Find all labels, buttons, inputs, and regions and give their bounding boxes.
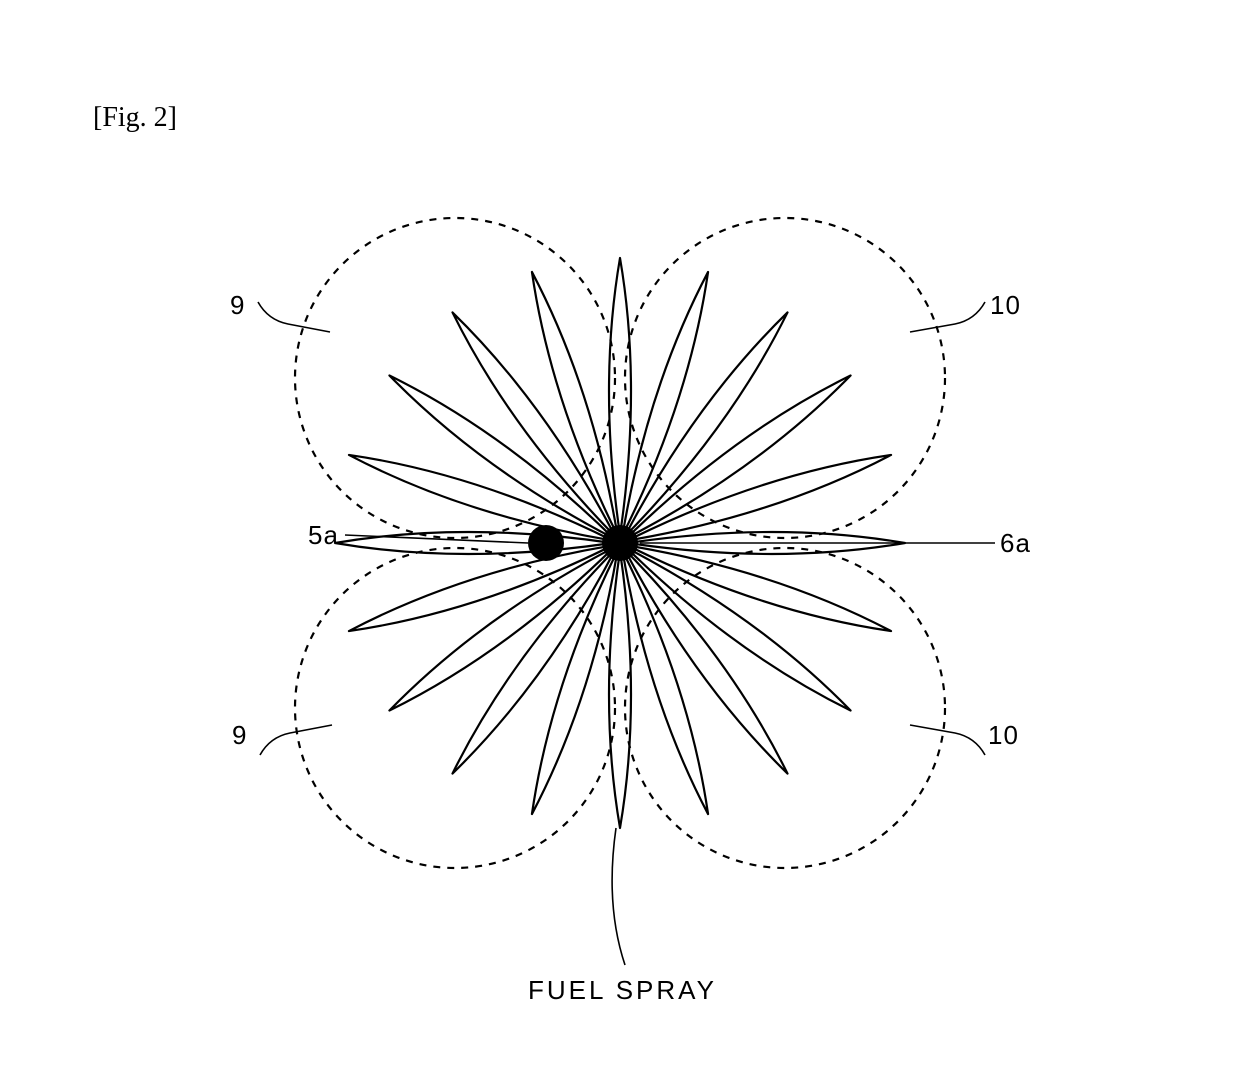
leader-line [258, 302, 330, 332]
part-label-5a: 5a [308, 520, 339, 551]
leader-line [910, 725, 985, 755]
spray-petal [349, 455, 612, 541]
spray-petal [625, 549, 788, 773]
fuel-spray-caption: FUEL SPRAY [528, 975, 717, 1006]
spray-petal [609, 551, 631, 828]
leader-line [612, 828, 625, 965]
fuel-spray-diagram [0, 0, 1240, 1086]
injector-dots-layer [528, 525, 638, 561]
spray-petal [609, 258, 631, 535]
injector-dot [602, 525, 638, 561]
spray-petal [452, 312, 615, 536]
valve-circle [295, 218, 615, 538]
spray-petal [622, 272, 708, 535]
spray-petal [389, 375, 613, 538]
part-label-9-top-left: 9 [230, 290, 245, 321]
valve-circle [625, 218, 945, 538]
spray-petal [335, 532, 612, 554]
part-label-10-top-right: 10 [990, 290, 1021, 321]
spray-petal [628, 455, 891, 541]
spray-petal [349, 545, 612, 631]
valve-circle [625, 548, 945, 868]
injector-dot [528, 525, 564, 561]
spray-petal [389, 548, 613, 711]
valve-circle [295, 548, 615, 868]
spray-petal [628, 545, 891, 631]
spray-petal [532, 551, 618, 814]
spray-petal [625, 312, 788, 536]
part-label-10-bottom-right: 10 [988, 720, 1019, 751]
spray-petal [622, 551, 708, 814]
spray-petal [626, 375, 850, 538]
spray-petal [626, 548, 850, 711]
spray-petal [452, 549, 615, 773]
part-label-6a: 6a [1000, 528, 1031, 559]
part-label-9-bottom-left: 9 [232, 720, 247, 751]
leader-line [910, 302, 985, 332]
spray-petal [532, 272, 618, 535]
